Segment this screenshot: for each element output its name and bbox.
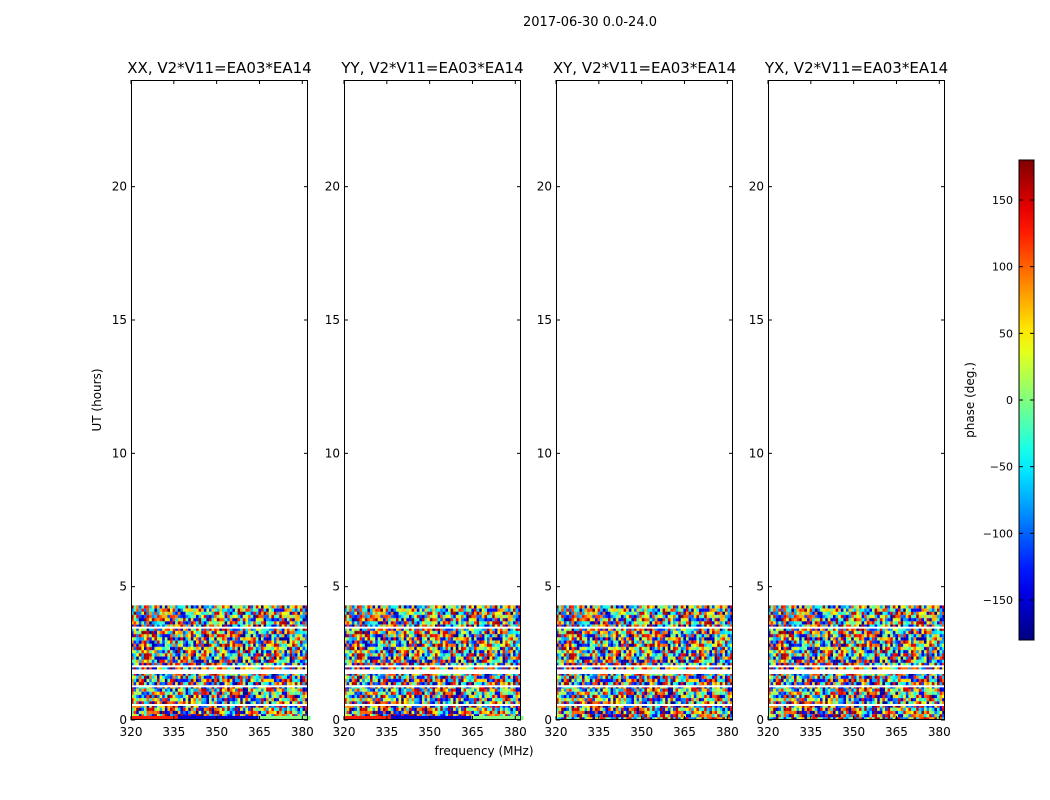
y-tick-label: 15	[112, 313, 127, 327]
y-tick-label: 15	[325, 313, 340, 327]
flagged-row	[131, 626, 308, 629]
flagged-row	[768, 626, 945, 629]
x-tick-label: 335	[375, 725, 398, 739]
colorbar-tick-label: 100	[992, 261, 1013, 274]
x-tick-label: 350	[630, 725, 653, 739]
y-tick-label: 15	[537, 313, 552, 327]
heatmap-cells	[768, 605, 945, 720]
flagged-row	[768, 704, 945, 706]
colorbar-tick-label: −50	[990, 461, 1013, 474]
panel-yy: YY, V2*V11=EA03*EA14 320 335 350 365 380 0 5 10 1…	[325, 59, 527, 739]
x-tick-label: 365	[248, 725, 271, 739]
colorbar-tick-label: 150	[992, 194, 1013, 207]
panel-yx: YX, V2*V11=EA03*EA14 320 335 350 365 380 0 5 10 1…	[749, 59, 951, 739]
heatmap-cells	[131, 605, 308, 720]
x-tick-label: 320	[333, 725, 356, 739]
x-tick-label: 350	[842, 725, 865, 739]
x-tick-label: 350	[418, 725, 441, 739]
heatmap-data	[768, 605, 945, 720]
bottom-strip	[131, 716, 311, 720]
x-tick-label: 365	[461, 725, 484, 739]
panel-title: YX, V2*V11=EA03*EA14	[764, 59, 948, 77]
x-tick-label: 335	[799, 725, 822, 739]
heatmap-data	[556, 605, 733, 720]
flagged-row	[131, 704, 308, 706]
y-tick-label: 10	[325, 446, 340, 460]
heatmap-cells	[556, 605, 733, 720]
x-tick-label: 320	[757, 725, 780, 739]
flagged-row	[344, 626, 521, 629]
flagged-row	[131, 685, 308, 688]
y-tick-label: 10	[537, 446, 552, 460]
y-tick-label: 0	[544, 713, 552, 727]
panel-title: XY, V2*V11=EA03*EA14	[553, 59, 736, 77]
y-tick-label: 20	[325, 180, 340, 194]
flagged-row	[556, 626, 733, 629]
panel-xy: XY, V2*V11=EA03*EA14 320 335 350 365 380 0 5 10 1…	[537, 59, 739, 739]
y-tick-label: 15	[749, 313, 764, 327]
flagged-row	[556, 685, 733, 688]
x-tick-label: 350	[205, 725, 228, 739]
y-axis-label: UT (hours)	[90, 368, 104, 431]
y-tick-label: 20	[749, 180, 764, 194]
y-tick-label: 0	[332, 713, 340, 727]
x-tick-label: 365	[673, 725, 696, 739]
x-tick-label: 365	[885, 725, 908, 739]
colorbar-label: phase (deg.)	[963, 362, 977, 438]
x-tick-label: 380	[928, 725, 951, 739]
y-tick-label: 20	[112, 180, 127, 194]
flagged-row	[344, 704, 521, 706]
flagged-row	[131, 672, 308, 674]
x-tick-label: 335	[162, 725, 185, 739]
flagged-row	[344, 685, 521, 688]
y-tick-label: 10	[749, 446, 764, 460]
flagged-row	[556, 672, 733, 674]
y-tick-label: 5	[332, 580, 340, 594]
x-tick-label: 380	[716, 725, 739, 739]
x-tick-label: 380	[291, 725, 314, 739]
flagged-row	[131, 665, 308, 668]
x-tick-label: 320	[120, 725, 143, 739]
colorbar-tick-label: −100	[983, 527, 1013, 540]
y-tick-label: 5	[119, 580, 127, 594]
figure-suptitle: 2017-06-30 0.0-24.0	[523, 15, 657, 30]
colorbar: −150 −100 −50 0 50 100 150 phase (deg.)	[963, 159, 1035, 641]
plot-frame	[556, 80, 733, 720]
y-tick-label: 0	[756, 713, 764, 727]
x-tick-label: 335	[587, 725, 610, 739]
plot-frame	[344, 80, 521, 720]
flagged-row	[768, 672, 945, 674]
heatmap-cells	[344, 605, 521, 720]
x-axis-label: frequency (MHz)	[434, 744, 533, 758]
panel-title: XX, V2*V11=EA03*EA14	[127, 59, 311, 77]
flagged-row	[556, 665, 733, 668]
heatmap-data	[344, 605, 524, 720]
x-tick-label: 380	[504, 725, 527, 739]
y-tick-label: 0	[119, 713, 127, 727]
plot-frame	[131, 80, 308, 720]
bottom-strip	[344, 716, 524, 720]
flagged-row	[344, 672, 521, 674]
flagged-row	[768, 665, 945, 668]
heatmap-data	[131, 605, 311, 720]
colorbar-tick-label: −150	[983, 594, 1013, 607]
y-tick-label: 20	[537, 180, 552, 194]
colorbar-tick-label: 0	[1006, 394, 1013, 407]
y-tick-label: 5	[756, 580, 764, 594]
panel-xx: XX, V2*V11=EA03*EA14 320 335 350 365 380 0 5 10 1…	[112, 59, 314, 739]
y-tick-label: 10	[112, 446, 127, 460]
flagged-row	[344, 665, 521, 668]
panels-group: XX, V2*V11=EA03*EA14 320 335 350 365 380 0 5 10 1…	[112, 59, 951, 739]
colorbar-tick-label: 50	[999, 327, 1013, 340]
panel-title: YY, V2*V11=EA03*EA14	[340, 59, 523, 77]
x-tick-label: 320	[545, 725, 568, 739]
flagged-row	[556, 704, 733, 706]
plot-frame	[768, 80, 945, 720]
flagged-row	[768, 685, 945, 688]
y-tick-label: 5	[544, 580, 552, 594]
